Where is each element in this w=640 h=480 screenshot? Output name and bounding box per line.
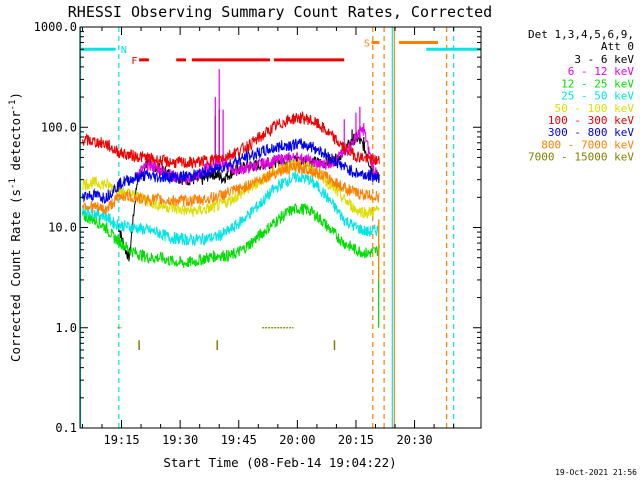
x-axis-label: Start Time (08-Feb-14 19:04:22): [163, 455, 396, 470]
series-line-1: [136, 126, 380, 185]
series-line-2: [82, 203, 380, 268]
series-6: [82, 138, 380, 205]
x-tick-label-5: 20:30: [397, 433, 433, 447]
legend-entry-8: 7000 - 15000 keV: [528, 151, 634, 164]
series-line-4: [82, 158, 380, 220]
legend-entry-2: 12 - 25 keV: [561, 77, 634, 90]
series-7: [82, 161, 380, 215]
y-tick-label-1: 1.0: [55, 321, 77, 335]
series-1: [136, 69, 380, 185]
legend-header-attenuator: Att 0: [601, 40, 634, 53]
y-tick-label-4: 1000.0: [34, 20, 77, 34]
x-tick-label-4: 20:15: [338, 433, 374, 447]
flag-label-N: N: [121, 45, 127, 56]
series-2: [82, 203, 380, 268]
series-4: [82, 158, 380, 220]
legend-entry-6: 300 - 800 keV: [548, 126, 634, 139]
flags-layer: FN S: [80, 39, 481, 67]
legend-entry-7: 800 - 7000 keV: [541, 138, 634, 151]
y-tick-label-0: 0.1: [55, 421, 77, 435]
footer-date: 19-Oct-2021 21:56: [555, 468, 637, 477]
x-tick-label-0: 19:15: [103, 433, 139, 447]
series-line-5: [82, 110, 380, 169]
y-axis-label: Corrected Count Rate (s-1 detector-1): [8, 92, 23, 362]
flag-label-F: F: [131, 56, 137, 67]
y-axis: 0.1 1.0 10.0 100.0 1000.0: [34, 20, 481, 435]
series-5: [82, 110, 380, 169]
legend-entry-5: 100 - 300 keV: [548, 114, 634, 127]
x-tick-label-1: 19:30: [162, 433, 198, 447]
legend-header-detectors: Det 1,3,4,5,6,9,: [528, 28, 634, 41]
legend-entry-1: 6 - 12 keV: [568, 65, 635, 78]
x-tick-label-3: 20:00: [279, 433, 315, 447]
series-8: [117, 327, 336, 350]
flag-label-S: S: [364, 39, 370, 50]
legend-entry-0: 3 - 6 keV: [574, 53, 634, 66]
chart-title: RHESSI Observing Summary Count Rates, Co…: [68, 3, 492, 21]
legend-entry-4: 50 - 100 keV: [555, 102, 635, 115]
x-axis: 19:15 19:30 19:45 20:00 20:15 20:30: [81, 27, 455, 447]
series-line-3: [82, 171, 380, 247]
series-line-6: [82, 138, 380, 205]
x-tick-label-2: 19:45: [221, 433, 257, 447]
legend-entry-3: 25 - 50 keV: [561, 90, 634, 103]
series-layer: [82, 69, 380, 350]
y-tick-label-3: 100.0: [41, 120, 77, 134]
series-line-7: [82, 161, 380, 215]
y-tick-label-2: 10.0: [48, 221, 77, 235]
series-3: [82, 171, 380, 247]
